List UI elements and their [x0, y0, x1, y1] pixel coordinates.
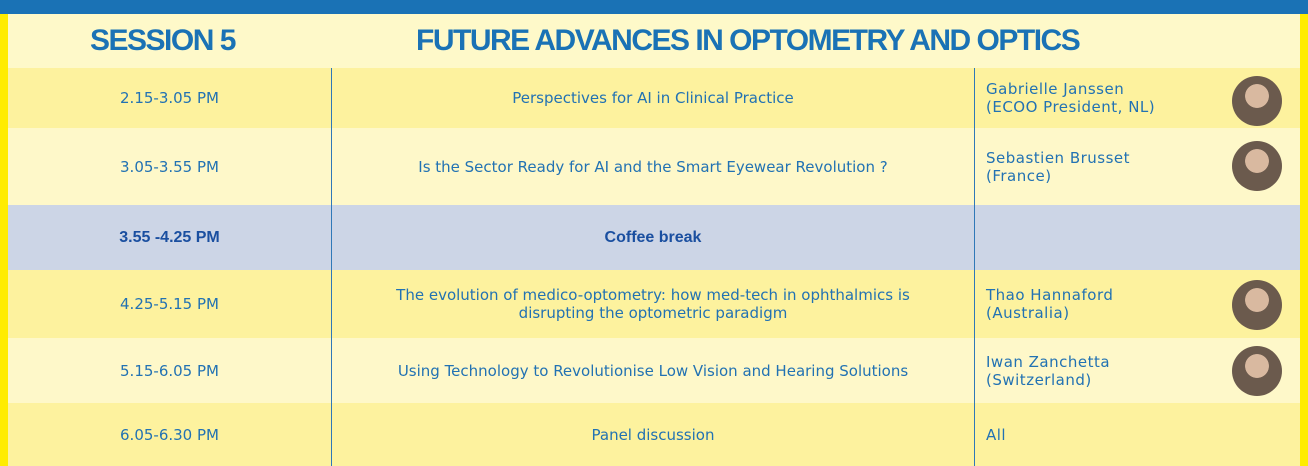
schedule-row: 3.55 -4.25 PM Coffee break: [8, 205, 1300, 270]
speaker-photo: [1232, 141, 1282, 191]
speaker-name: All: [986, 425, 1007, 444]
talk-title: The evolution of medico-optometry: how m…: [332, 270, 975, 338]
speaker-name: Iwan Zanchetta: [986, 352, 1111, 371]
speaker-photo: [1232, 76, 1282, 126]
talk-title: Is the Sector Ready for AI and the Smart…: [332, 128, 975, 205]
header: SESSION 5 FUTURE ADVANCES IN OPTOMETRY A…: [8, 14, 1300, 68]
speaker-affiliation: (ECOO President, NL): [986, 98, 1156, 116]
speaker: Sebastien Brusset (France): [975, 128, 1300, 205]
schedule-row: 2.15-3.05 PM Perspectives for AI in Clini…: [8, 68, 1300, 128]
schedule-row: 5.15-6.05 PM Using Technology to Revoluti…: [8, 338, 1300, 403]
schedule-row: 3.05-3.55 PM Is the Sector Ready for AI a…: [8, 128, 1300, 205]
talk-title: Perspectives for AI in Clinical Practice: [332, 68, 975, 128]
speaker: Iwan Zanchetta (Switzerland): [975, 338, 1300, 403]
time: 3.55 -4.25 PM: [8, 205, 332, 270]
talk-title: Coffee break: [332, 205, 975, 270]
session-label: SESSION 5: [90, 24, 236, 57]
session-title: FUTURE ADVANCES IN OPTOMETRY AND OPTICS: [416, 24, 1081, 57]
speaker: Gabrielle Janssen (ECOO President, NL): [975, 68, 1300, 128]
time: 4.25-5.15 PM: [8, 270, 332, 338]
time: 6.05-6.30 PM: [8, 403, 332, 466]
speaker-affiliation: (Australia): [986, 304, 1070, 322]
speaker-affiliation: (Switzerland): [986, 370, 1092, 389]
schedule-row: 4.25-5.15 PM The evolution of medico-opto…: [8, 270, 1300, 338]
speaker-name: Gabrielle Janssen: [986, 80, 1125, 98]
top-bar: [0, 0, 1308, 14]
time: 5.15-6.05 PM: [8, 338, 332, 403]
speaker-name: Sebastien Brusset: [986, 148, 1131, 167]
speaker-photo: [1232, 346, 1282, 396]
speaker-photo: [1232, 280, 1282, 330]
speaker: Thao Hannaford (Australia): [975, 270, 1300, 338]
speaker-name: Thao Hannaford: [986, 286, 1114, 304]
speaker: All: [975, 403, 1300, 466]
schedule-row: 6.05-6.30 PM Panel discussion All: [8, 403, 1300, 466]
time: 3.05-3.55 PM: [8, 128, 332, 205]
speaker: [975, 205, 1300, 270]
time: 2.15-3.05 PM: [8, 68, 332, 128]
talk-title: Panel discussion: [332, 403, 975, 466]
speaker-affiliation: (France): [986, 166, 1052, 185]
talk-title: Using Technology to Revolutionise Low Vi…: [332, 338, 975, 403]
